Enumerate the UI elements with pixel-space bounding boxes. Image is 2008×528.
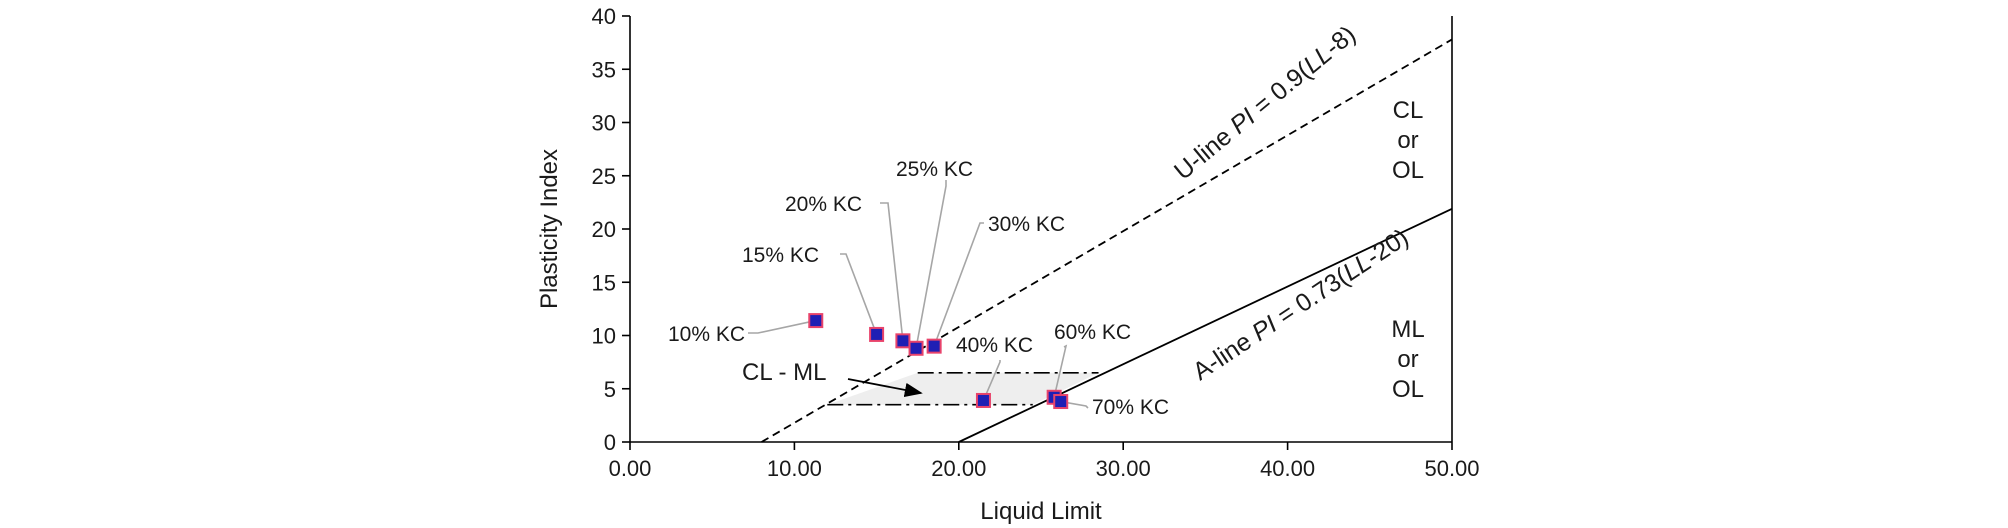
region-label-line: or [1397,127,1418,154]
data-point [975,392,991,408]
x-tick-label: 20.00 [931,456,986,481]
y-tick-label: 25 [592,164,616,189]
cl-ml-zone-label: CL - ML [742,359,826,386]
y-tick-label: 40 [592,4,616,29]
data-point [1053,394,1069,410]
leader-line [982,360,1001,401]
y-ticks: 0 5 10 15 20 25 30 35 40 [592,4,630,455]
x-tick-label: 40.00 [1260,456,1315,481]
point-label: 10% KC [668,323,745,346]
region-label-cl-ol: CL or OL [1392,97,1424,184]
leader-line [1053,344,1068,398]
point-label: 20% KC [785,193,862,216]
y-tick-label: 15 [592,270,616,295]
x-ticks: 0.00 10.00 20.00 30.00 40.00 50.00 [609,442,1480,481]
x-axis-title: Liquid Limit [980,498,1102,525]
leader-lines [748,180,1089,409]
cl-ml-arrow [847,378,923,398]
data-markers [808,313,1069,410]
point-labels: 10% KC 15% KC 20% KC 25% KC 30% KC 40% KC 60% … [668,158,1169,419]
leader-line [1060,400,1089,409]
data-point [926,338,942,354]
y-tick-label: 35 [592,57,616,82]
data-point [908,340,924,356]
y-tick-label: 20 [592,217,616,242]
leader-line [933,222,984,347]
point-label: 40% KC [956,334,1033,357]
leader-line [748,319,816,334]
x-tick-label: 50.00 [1424,456,1479,481]
leader-line [880,202,904,341]
point-label: 30% KC [988,213,1065,236]
y-tick-label: 10 [592,324,616,349]
x-tick-label: 10.00 [767,456,822,481]
x-tick-label: 30.00 [1096,456,1151,481]
x-tick-label: 0.00 [609,456,652,481]
point-label: 25% KC [896,158,973,181]
point-label: 70% KC [1092,396,1169,419]
a-line-label: A-line PI = 0.73(LL-20) [1188,223,1414,386]
y-tick-label: 0 [604,430,616,455]
a-line [958,207,1453,443]
region-label-line: OL [1392,157,1424,184]
y-tick-label: 30 [592,111,616,136]
region-label-line: or [1397,346,1418,373]
point-label: 60% KC [1054,321,1131,344]
u-line [761,38,1453,443]
region-label-line: OL [1392,376,1424,403]
region-label-line: ML [1391,316,1424,343]
y-axis-title: Plasticity Index [536,149,563,309]
cl-ml-zone [827,372,1099,405]
point-label: 15% KC [742,244,819,267]
leader-line [840,253,878,335]
region-label-line: CL [1393,97,1424,124]
data-point [808,313,824,329]
y-tick-label: 5 [604,377,616,402]
data-point [869,326,885,342]
leader-line [915,180,947,349]
u-line-label: U-line PI = 0.9(LL-8) [1169,20,1361,185]
region-label-ml-ol: ML or OL [1391,316,1424,403]
data-point [895,333,911,349]
